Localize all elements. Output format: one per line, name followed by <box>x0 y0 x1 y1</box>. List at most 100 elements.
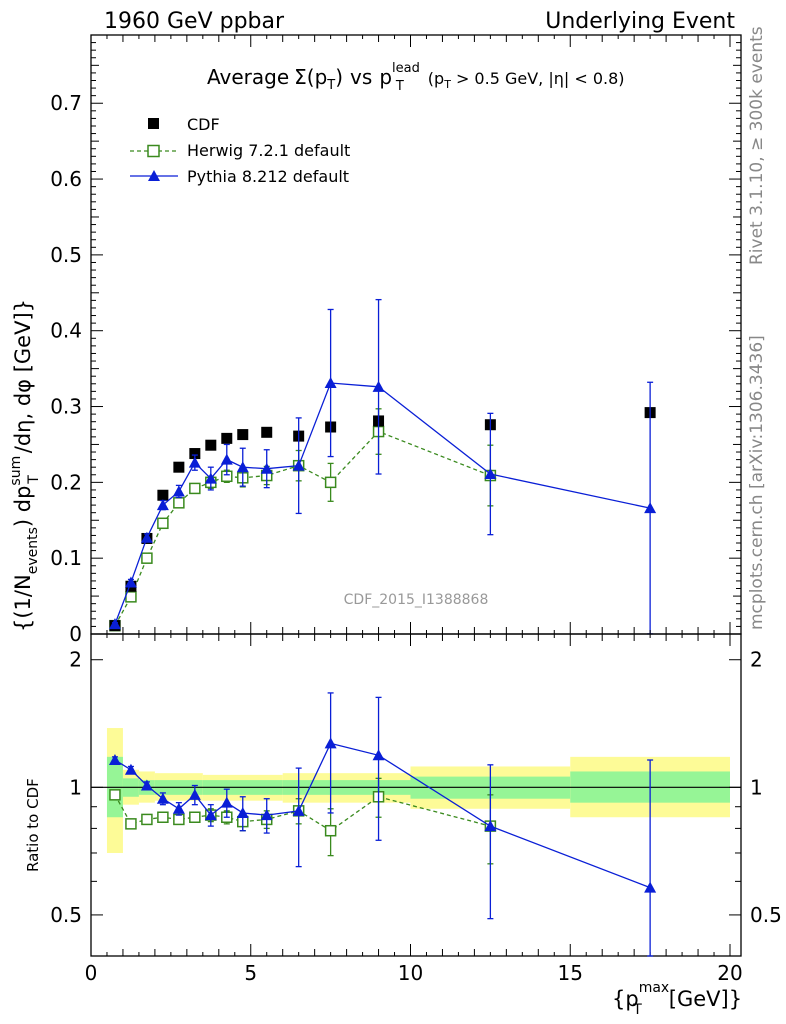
header-right: Underlying Event <box>545 9 735 34</box>
x-tick-label: 5 <box>244 961 257 985</box>
xlabel-sub: T <box>632 1002 642 1018</box>
ylabel-b-sub: T <box>26 475 42 485</box>
rivet-label: Rivet 3.1.10, ≥ 300k events <box>747 26 767 265</box>
pythia-point <box>644 881 657 893</box>
pythia-point <box>372 749 385 761</box>
xlabel-rest: [GeV]} <box>669 987 742 1011</box>
main-y-label: {(1/Nevents) dpsum T/dη, dφ [GeV]} <box>8 299 42 632</box>
herwig-point <box>173 813 185 826</box>
pythia-point <box>484 468 497 480</box>
cdf-point <box>173 461 185 473</box>
title-cut-open: (p <box>428 69 444 88</box>
ylabel-b-sup: sum <box>8 456 24 486</box>
pythia-point <box>324 737 337 749</box>
x-axis-label: {pmax T [GeV]} <box>612 980 742 1018</box>
x-tick-label: 0 <box>85 961 98 985</box>
cdf-point <box>221 432 233 444</box>
y-tick-label: 0.1 <box>50 546 82 570</box>
herwig-point <box>141 552 153 564</box>
y-tick-label: 0.7 <box>50 91 82 115</box>
ratio-y-tick-label-right: 2 <box>750 648 763 672</box>
herwig-point <box>324 476 337 489</box>
ratio-y-tick-label: 2 <box>69 648 82 672</box>
y-tick-label: 0 <box>69 622 82 646</box>
mcplots-label: mcplots.cern.ch [arXiv:1306.3436] <box>747 335 767 630</box>
legend-herwig-marker <box>147 144 160 158</box>
herwig-point <box>189 811 201 823</box>
ylabel-a: {(1/N <box>11 574 35 632</box>
pythia-point <box>220 453 233 465</box>
pythia-point <box>204 472 217 484</box>
cdf-point <box>237 429 249 441</box>
pythia-point <box>260 809 273 821</box>
pythia-point <box>108 618 121 630</box>
xlabel-open: {p <box>612 987 639 1011</box>
herwig-point <box>157 811 169 823</box>
herwig-point <box>189 482 201 495</box>
pythia-point <box>204 809 217 821</box>
ratio-y-tick-label: 1 <box>69 775 82 799</box>
pythia-point <box>124 763 137 775</box>
ratio-y-tick-label-right: 0.5 <box>750 903 782 927</box>
title-vs: vs <box>350 65 372 89</box>
ylabel-a-sub: events <box>25 527 41 574</box>
pythia-point <box>188 788 201 800</box>
title-sigma: Σ(p <box>294 65 327 89</box>
cdf-point <box>189 448 201 460</box>
pythia-point <box>140 531 153 543</box>
ylabel-b: ) dp <box>11 486 35 528</box>
pythia-point <box>172 802 185 814</box>
legend-herwig-label: Herwig 7.2.1 default <box>187 141 350 160</box>
pythia-point <box>292 804 305 816</box>
chart-title: Average Σ(pT) vs plead T (pT > 0.5 GeV, |η| < … <box>207 61 625 94</box>
herwig-point <box>324 824 337 837</box>
pythia-point <box>372 380 385 392</box>
pythia-point <box>140 779 153 791</box>
pythia-point <box>172 485 185 497</box>
title-sigma-close: ) <box>335 65 343 89</box>
xlabel-sup: max <box>639 980 670 996</box>
pythia-point <box>124 576 137 588</box>
y-tick-label: 0.5 <box>50 243 82 267</box>
legend: CDF Herwig 7.2.1 default Pythia 8.212 de… <box>130 115 350 186</box>
pythia-point <box>484 820 497 832</box>
title-sigma-sub: T <box>326 78 335 93</box>
pythia-point <box>236 461 249 473</box>
pythia-point <box>108 754 121 766</box>
title-lead: lead <box>392 61 420 76</box>
herwig-point <box>173 497 185 509</box>
herwig-point <box>125 818 137 830</box>
y-tick-label: 0.4 <box>50 319 82 343</box>
main-panel: 0 0.1 0.2 0.3 0.4 0.5 0.6 0.7 <box>50 34 742 646</box>
pythia-point <box>220 796 233 808</box>
y-tick-label: 0.6 <box>50 167 82 191</box>
title-p-sub: T <box>395 79 404 94</box>
legend-cdf-label: CDF <box>187 115 220 134</box>
legend-pythia-label: Pythia 8.212 default <box>187 167 349 186</box>
analysis-watermark: CDF_2015_I1388868 <box>344 592 489 608</box>
y-tick-label: 0.2 <box>50 470 82 494</box>
ratio-frame <box>90 633 742 957</box>
x-tick-label: 15 <box>558 961 583 985</box>
herwig-point <box>141 813 153 826</box>
pythia-point <box>324 377 337 389</box>
pythia-point <box>156 792 169 804</box>
ratio-y-label: Ratio to CDF <box>24 778 42 872</box>
title-p: p <box>379 65 392 89</box>
title-average: Average <box>207 65 289 89</box>
cdf-point <box>157 489 169 501</box>
cdf-point <box>205 439 217 451</box>
legend-pythia-marker <box>148 170 160 181</box>
ylabel-c: /dη, dφ [GeV]} <box>11 299 35 453</box>
ratio-panel: 0 5 10 15 20 0.5 0.5 1 1 2 2 <box>50 622 782 985</box>
legend-cdf-marker <box>148 118 159 129</box>
y-tick-label: 0.3 <box>50 395 82 419</box>
ratio-y-tick-label: 0.5 <box>50 903 82 927</box>
x-tick-label: 20 <box>717 961 742 985</box>
header-left: 1960 GeV ppbar <box>104 9 285 34</box>
pythia-point <box>292 459 305 471</box>
title-cut-rest: > 0.5 GeV, |η| < 0.8) <box>456 69 625 88</box>
pythia-point <box>644 502 657 514</box>
x-tick-label: 10 <box>398 961 423 985</box>
